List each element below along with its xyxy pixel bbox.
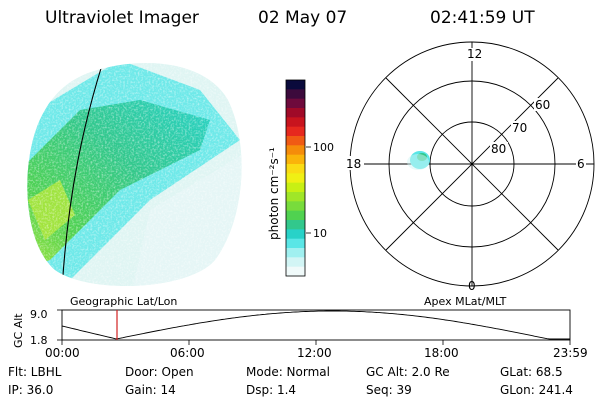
colorbar-tick-100: 100 (313, 141, 334, 154)
colorbar-swatch (286, 238, 305, 249)
instrument-title: Ultraviolet Imager (45, 8, 199, 28)
mlt-label-0: 0 (468, 279, 476, 293)
door-info: Door: Open (125, 365, 194, 379)
filter-info: Flt: LBHL (8, 365, 62, 379)
colorbar-swatch (286, 154, 305, 165)
colorbar-swatch (286, 173, 305, 184)
seq-info: Seq: 39 (366, 383, 412, 397)
apex-caption: Apex MLat/MLT (424, 295, 507, 308)
geographic-caption: Geographic Lat/Lon (70, 295, 177, 308)
auroral-image (27, 63, 242, 287)
xtick-1800: 18:00 (424, 346, 459, 360)
polar-aurora-spot (407, 151, 430, 170)
timeline-ylabel: GC Alt (12, 313, 25, 348)
colorbar (286, 80, 305, 277)
mlt-label-18: 18 (346, 157, 361, 171)
colorbar-swatch (286, 98, 305, 109)
lat-label-60: 60 (535, 98, 550, 112)
colorbar-swatch (286, 266, 305, 277)
xtick-0600: 06:00 (170, 346, 205, 360)
date-label: 02 May 07 (258, 8, 348, 28)
lat-label-80: 80 (491, 142, 506, 156)
timeline-ytick-high: 9.0 (30, 308, 48, 321)
colorbar-swatch (286, 229, 305, 240)
xtick-1200: 12:00 (297, 346, 332, 360)
timeline-ytick-low: 1.8 (30, 334, 48, 347)
altitude-timeline (57, 309, 571, 345)
ip-info: IP: 36.0 (8, 383, 54, 397)
colorbar-label: photon cm⁻²s⁻¹ (267, 147, 281, 240)
colorbar-swatch (286, 126, 305, 137)
colorbar-swatch (286, 80, 305, 90)
lat-label-70: 70 (512, 121, 527, 135)
glat-info: GLat: 68.5 (500, 365, 563, 379)
colorbar-swatch (286, 192, 305, 202)
mode-info: Mode: Normal (246, 365, 330, 379)
dsp-info: Dsp: 1.4 (246, 383, 297, 397)
gc-alt-info: GC Alt: 2.0 Re (366, 365, 450, 379)
colorbar-swatch (286, 136, 305, 146)
colorbar-swatch (286, 220, 305, 230)
xtick-0000: 00:00 (45, 346, 80, 360)
mlt-label-6: 6 (577, 157, 585, 171)
colorbar-swatch (286, 210, 305, 221)
gain-info: Gain: 14 (125, 383, 176, 397)
colorbar-swatch (286, 182, 305, 193)
colorbar-swatch (286, 201, 305, 212)
colorbar-swatch (286, 108, 305, 118)
terminator-line (61, 64, 103, 287)
xtick-2359: 23:59 (553, 346, 588, 360)
colorbar-swatch (286, 117, 305, 128)
time-label: 02:41:59 UT (430, 8, 535, 28)
mlt-label-12: 12 (467, 47, 482, 61)
colorbar-swatch (286, 89, 305, 100)
glon-info: GLon: 241.4 (500, 383, 573, 397)
polar-plot (349, 41, 595, 287)
colorbar-swatch (286, 164, 305, 174)
colorbar-swatch (286, 248, 305, 258)
colorbar-swatch (286, 257, 305, 268)
colorbar-tick-10: 10 (313, 227, 327, 240)
colorbar-swatch (286, 145, 305, 156)
